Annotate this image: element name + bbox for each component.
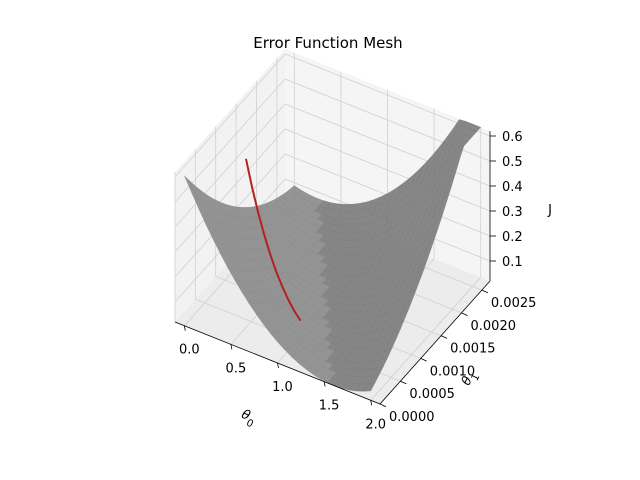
z-tick-label: 0.3 <box>502 205 523 220</box>
y-tick-label: 0.0020 <box>471 319 517 334</box>
z-axis-label: J <box>547 203 552 218</box>
grid-line <box>284 128 491 212</box>
y-tick-label: 0.0025 <box>491 296 537 311</box>
grid-line <box>174 103 286 228</box>
tick-mark <box>183 325 186 331</box>
y-tick-label: 0.0015 <box>450 342 496 357</box>
axes: 0.0 0.5 1.0 1.5 2.0 0.0000 0.0005 0.0010 0.0015 0… <box>174 130 537 432</box>
surface-patch <box>363 382 376 392</box>
x-tick-label: 2.0 <box>365 417 386 432</box>
z-tick-label: 0.2 <box>502 230 523 245</box>
tick-mark <box>379 403 387 408</box>
tick-mark <box>440 335 448 339</box>
z-tick-label: 0.5 <box>502 155 523 170</box>
tick-mark <box>420 358 427 362</box>
tick-mark <box>370 400 373 406</box>
z-tick-label: 0.4 <box>502 180 523 195</box>
x-tick-label: 0.5 <box>226 361 247 376</box>
x-axis-label: θ0 <box>237 407 258 430</box>
error-surface <box>184 119 482 392</box>
z-tick-label: 0.6 <box>502 130 523 145</box>
grid-line <box>284 53 491 137</box>
tick-mark <box>481 289 489 294</box>
tick-mark <box>400 380 407 385</box>
grid-line <box>370 277 481 401</box>
y-tick-label: 0.0005 <box>409 387 455 402</box>
grid-line <box>174 53 286 178</box>
descent-path <box>245 158 302 322</box>
x-tick-label: 0.0 <box>179 343 200 358</box>
chart-title: Error Function Mesh <box>253 34 403 52</box>
tick-mark <box>323 381 326 387</box>
y-tick-label: 0.0000 <box>389 410 435 425</box>
tick-mark <box>461 312 468 316</box>
grid-line <box>174 128 286 253</box>
tick-mark <box>230 344 233 350</box>
y-axis-line <box>379 280 491 405</box>
tick-mark <box>277 362 279 369</box>
grid-line <box>174 78 286 203</box>
descent-path-line <box>245 158 302 322</box>
y-tick-label: 0.0010 <box>430 364 476 379</box>
x-tick-label: 1.5 <box>319 399 340 414</box>
x-tick-label: 1.0 <box>272 380 293 395</box>
z-tick-label: 0.1 <box>502 255 523 270</box>
back-pane <box>175 49 285 322</box>
